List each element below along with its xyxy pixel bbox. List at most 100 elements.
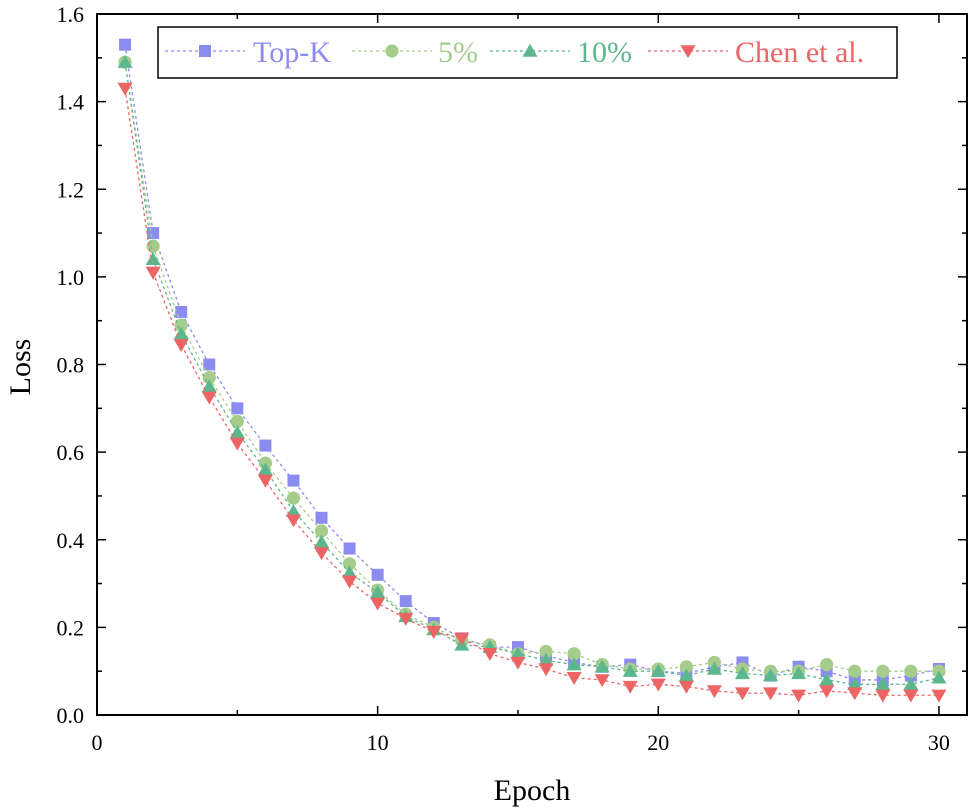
data-point-chen-et-al	[117, 82, 133, 96]
data-point-chen-et-al	[370, 597, 386, 611]
series-line-5	[124, 62, 939, 672]
legend-label: 10%	[577, 36, 632, 69]
series-line-10	[124, 62, 940, 685]
data-point-chen-et-al	[650, 678, 666, 692]
data-point-10	[229, 425, 245, 439]
data-point-10	[847, 677, 863, 691]
y-tick-label: 0.4	[57, 528, 85, 553]
data-point-chen-et-al	[875, 689, 891, 703]
plot-area-frame	[96, 13, 968, 716]
data-point-chen-et-al	[201, 391, 217, 405]
data-point-10	[342, 565, 358, 579]
data-point-10	[594, 659, 610, 673]
data-point-top-k	[203, 358, 216, 371]
data-point-chen-et-al	[314, 547, 330, 561]
legend-marker	[199, 45, 211, 57]
x-axis-title: Epoch	[494, 774, 571, 807]
data-point-10	[257, 462, 273, 476]
data-point-chen-et-al	[482, 647, 498, 661]
data-point-10	[566, 657, 582, 671]
legend-item-chen-et-al: Chen et al.	[648, 36, 864, 69]
series-chen-et-al	[117, 82, 947, 703]
data-point-chen-et-al	[819, 685, 835, 699]
legend-label: Chen et al.	[735, 36, 864, 69]
data-point-top-k	[343, 542, 356, 555]
data-point-chen-et-al	[426, 626, 442, 639]
data-point-chen-et-al	[538, 663, 554, 677]
data-point-chen-et-al	[566, 672, 582, 685]
data-point-10	[706, 661, 722, 675]
data-point-10	[763, 668, 779, 682]
x-tick-label: 0	[92, 730, 103, 755]
data-point-chen-et-al	[594, 674, 610, 688]
data-point-top-k	[175, 305, 188, 318]
data-point-chen-et-al	[510, 656, 526, 670]
data-point-top-k	[231, 402, 244, 415]
y-tick-label: 1.4	[57, 90, 85, 115]
y-axis-ticks: 0.0 0.2 0.4 0.6 0.8 1.0 1.2 1.4 1.6	[57, 2, 967, 728]
data-point-10	[734, 666, 750, 680]
data-point-10	[145, 252, 161, 266]
y-tick-label: 0.2	[57, 615, 85, 640]
legend-item-10: 10%	[490, 36, 632, 69]
legend: Top-K 5% 10% Chen et al.	[157, 26, 898, 79]
data-point-5	[174, 318, 188, 332]
x-tick-label: 10	[367, 730, 389, 755]
series-10	[117, 54, 947, 691]
x-tick-label: 30	[928, 730, 950, 755]
data-point-chen-et-al	[931, 689, 947, 703]
data-point-chen-et-al	[398, 612, 414, 626]
data-point-chen-et-al	[257, 474, 273, 488]
y-tick-label: 0.6	[57, 440, 85, 465]
data-point-chen-et-al	[173, 339, 189, 352]
data-point-top-k	[399, 595, 412, 608]
series-layer	[117, 38, 947, 703]
data-point-10	[370, 585, 386, 599]
data-point-5	[820, 658, 834, 672]
legend-marker	[385, 44, 399, 58]
data-point-10	[650, 663, 666, 677]
series-line-top-k	[124, 44, 940, 681]
data-point-chen-et-al	[678, 680, 694, 694]
data-point-chen-et-al	[763, 687, 779, 701]
data-point-chen-et-al	[454, 632, 470, 646]
data-point-top-k	[371, 568, 384, 581]
x-tick-label: 20	[647, 730, 669, 755]
data-point-5	[539, 644, 553, 659]
series-5	[118, 55, 946, 678]
data-point-chen-et-al	[791, 689, 807, 703]
legend-label: 5%	[438, 36, 478, 69]
data-point-chen-et-al	[903, 689, 919, 703]
legend-marker	[680, 45, 696, 59]
data-point-top-k	[259, 439, 272, 452]
data-point-10	[819, 672, 835, 686]
data-point-5	[904, 664, 918, 678]
data-point-5	[146, 239, 160, 253]
data-point-10	[622, 663, 638, 677]
data-point-10	[678, 668, 694, 682]
x-axis-ticks: 0 10 20 30	[92, 14, 950, 755]
y-tick-label: 0.8	[57, 353, 85, 378]
data-point-chen-et-al	[229, 437, 245, 451]
data-point-10	[510, 646, 526, 660]
legend-item-top-k: Top-K	[165, 36, 331, 69]
data-point-5	[848, 664, 862, 678]
legend-marker	[522, 43, 538, 57]
data-point-chen-et-al	[145, 266, 161, 280]
data-point-top-k	[287, 474, 300, 487]
data-point-10	[875, 677, 891, 691]
data-point-5	[567, 647, 581, 661]
y-axis-title: Loss	[4, 339, 37, 396]
data-point-5	[314, 524, 329, 538]
data-point-10	[791, 666, 807, 680]
data-point-10	[903, 677, 919, 691]
data-point-chen-et-al	[285, 514, 301, 528]
y-tick-label: 0.0	[57, 703, 85, 728]
y-tick-label: 1.2	[57, 177, 85, 202]
data-point-5	[342, 557, 357, 571]
data-point-5	[679, 660, 693, 674]
data-point-5	[286, 491, 301, 505]
data-point-10	[931, 670, 947, 684]
data-point-10	[538, 653, 554, 666]
